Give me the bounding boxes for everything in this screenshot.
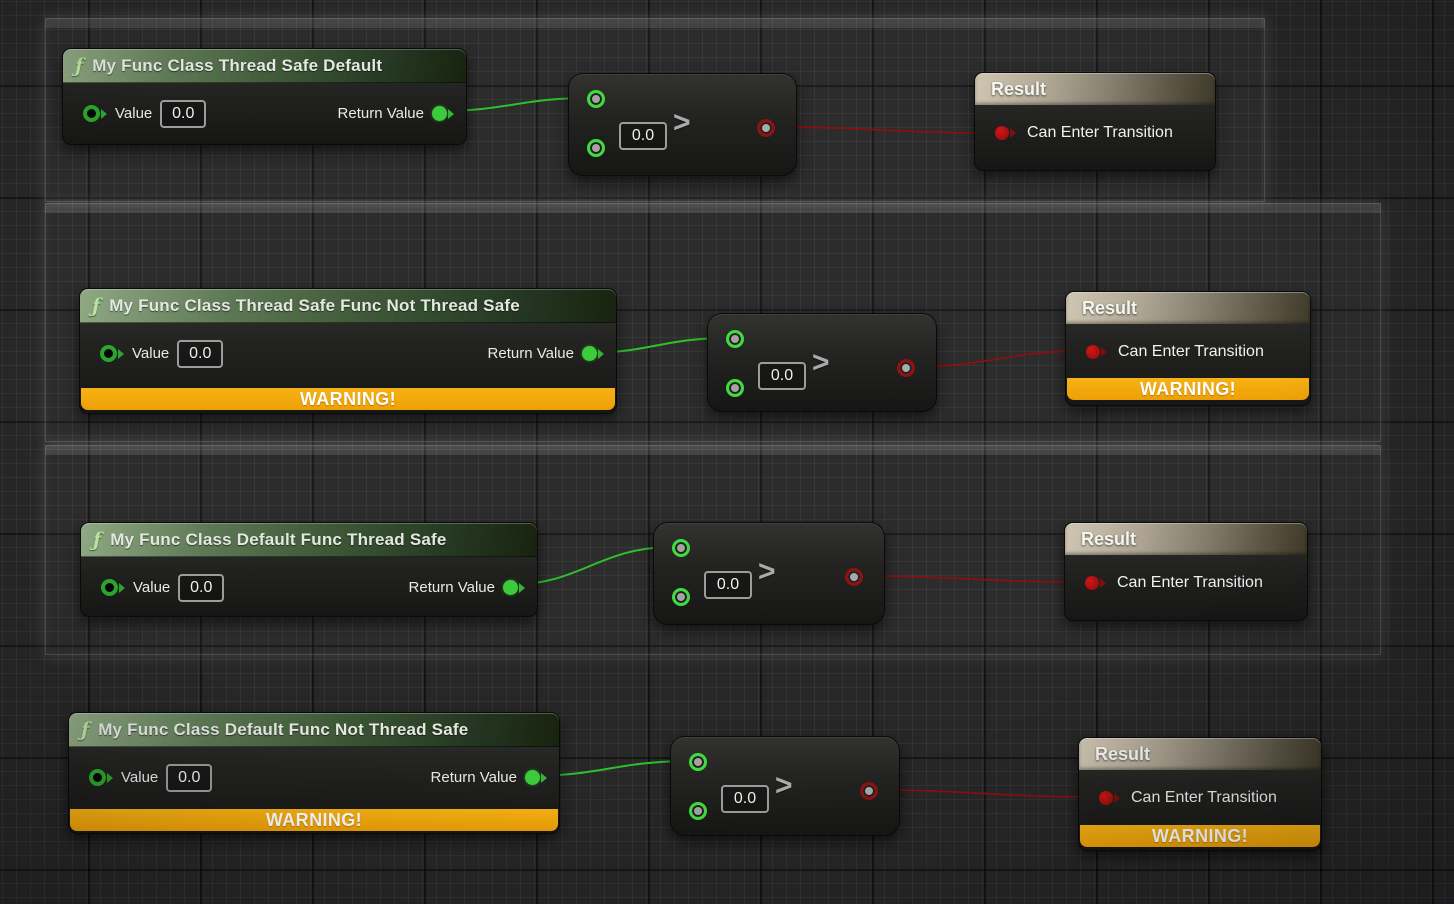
return-value-output-pin[interactable] (432, 106, 454, 121)
greater-than-operator: > (673, 106, 691, 139)
return-value-label: Return Value (487, 345, 574, 362)
result-node-header[interactable]: Result (1079, 738, 1321, 770)
comment-box-title-bar[interactable] (45, 203, 1381, 213)
comment-box-row1[interactable] (45, 18, 1265, 202)
function-icon: ƒ (81, 718, 90, 741)
comment-box-title-bar[interactable] (45, 18, 1265, 28)
compare-input-pin-b[interactable] (726, 379, 744, 397)
compare-node-row4[interactable]: 0.0 > (670, 736, 900, 836)
warning-banner: WARNING! (1080, 825, 1320, 847)
can-enter-transition-pin[interactable] (1099, 791, 1120, 805)
function-node-title: My Func Class Thread Safe Default (92, 56, 383, 75)
result-node-title: Result (1095, 743, 1151, 764)
wire-compare-to-result-row4 (872, 789, 1098, 798)
compare-input-pin-b[interactable] (587, 139, 605, 157)
function-node-title: My Func Class Default Func Thread Safe (110, 530, 447, 549)
return-value-output-pin[interactable] (503, 580, 525, 595)
compare-input-pin-a[interactable] (587, 90, 605, 108)
function-node-header[interactable]: ƒ My Func Class Thread Safe Default (63, 49, 466, 83)
result-node-header[interactable]: Result (975, 73, 1215, 105)
can-enter-transition-pin[interactable] (1085, 576, 1106, 590)
compare-value-field[interactable]: 0.0 (704, 571, 752, 599)
compare-output-pin[interactable] (897, 359, 915, 377)
can-enter-transition-label: Can Enter Transition (1118, 343, 1264, 360)
return-value-label: Return Value (337, 105, 424, 122)
compare-output-pin[interactable] (845, 568, 863, 586)
function-node-row4[interactable]: ƒ My Func Class Default Func Not Thread … (68, 712, 560, 834)
value-input-pin[interactable] (83, 105, 107, 122)
result-node-row4[interactable]: Result Can Enter Transition WARNING! (1078, 737, 1322, 851)
value-pin-label: Value (121, 769, 159, 786)
greater-than-operator: > (812, 346, 830, 379)
value-pin-label: Value (115, 105, 153, 122)
result-node-row3[interactable]: Result Can Enter Transition (1064, 522, 1308, 621)
greater-than-operator: > (775, 769, 793, 802)
comment-box-row3[interactable] (45, 445, 1381, 655)
compare-value-field[interactable]: 0.0 (758, 362, 806, 390)
compare-node-row2[interactable]: 0.0 > (707, 313, 937, 412)
result-node-row1[interactable]: Result Can Enter Transition (974, 72, 1216, 171)
result-node-header[interactable]: Result (1066, 292, 1310, 324)
function-icon: ƒ (92, 294, 101, 317)
warning-banner: WARNING! (81, 388, 615, 410)
compare-input-pin-b[interactable] (672, 588, 690, 606)
value-pin-label: Value (133, 579, 171, 596)
value-input-pin[interactable] (100, 345, 124, 362)
warning-banner: WARNING! (70, 809, 558, 831)
can-enter-transition-pin[interactable] (1086, 345, 1107, 359)
compare-output-pin[interactable] (757, 119, 775, 137)
return-value-label: Return Value (430, 769, 517, 786)
result-node-row2[interactable]: Result Can Enter Transition WARNING! (1065, 291, 1311, 406)
function-node-header[interactable]: ƒ My Func Class Default Func Thread Safe (81, 523, 537, 557)
function-node-row1[interactable]: ƒ My Func Class Thread Safe Default Valu… (62, 48, 467, 145)
result-node-title: Result (991, 78, 1047, 99)
value-input-field[interactable]: 0.0 (166, 763, 213, 792)
function-icon: ƒ (75, 54, 84, 77)
comment-box-row2[interactable] (45, 203, 1381, 442)
value-input-pin[interactable] (89, 769, 113, 786)
can-enter-transition-label: Can Enter Transition (1131, 789, 1277, 806)
can-enter-transition-pin[interactable] (995, 126, 1016, 140)
function-node-title: My Func Class Default Func Not Thread Sa… (98, 720, 469, 739)
compare-value-field[interactable]: 0.0 (721, 785, 769, 813)
function-node-row2[interactable]: ƒ My Func Class Thread Safe Func Not Thr… (79, 288, 617, 414)
compare-output-pin[interactable] (860, 782, 878, 800)
compare-input-pin-b[interactable] (689, 802, 707, 820)
result-node-title: Result (1081, 528, 1137, 549)
greater-than-operator: > (758, 555, 776, 588)
can-enter-transition-label: Can Enter Transition (1117, 574, 1263, 591)
value-input-pin[interactable] (101, 579, 125, 596)
value-input-field[interactable]: 0.0 (160, 99, 207, 128)
compare-node-row3[interactable]: 0.0 > (653, 522, 885, 625)
result-node-header[interactable]: Result (1065, 523, 1307, 555)
compare-input-pin-a[interactable] (726, 330, 744, 348)
return-value-label: Return Value (408, 579, 495, 596)
return-value-output-pin[interactable] (525, 770, 547, 785)
function-icon: ƒ (93, 528, 102, 551)
result-node-title: Result (1082, 297, 1138, 318)
warning-banner: WARNING! (1067, 378, 1309, 400)
function-node-title: My Func Class Thread Safe Func Not Threa… (109, 296, 520, 315)
compare-value-field[interactable]: 0.0 (619, 122, 667, 150)
compare-input-pin-a[interactable] (672, 539, 690, 557)
value-input-field[interactable]: 0.0 (177, 339, 224, 368)
function-node-header[interactable]: ƒ My Func Class Default Func Not Thread … (69, 713, 559, 747)
can-enter-transition-label: Can Enter Transition (1027, 124, 1173, 141)
value-input-field[interactable]: 0.0 (178, 573, 225, 602)
return-value-output-pin[interactable] (582, 346, 604, 361)
value-pin-label: Value (132, 345, 170, 362)
compare-node-row1[interactable]: 0.0 > (568, 73, 797, 176)
compare-input-pin-a[interactable] (689, 753, 707, 771)
function-node-row3[interactable]: ƒ My Func Class Default Func Thread Safe… (80, 522, 538, 617)
comment-box-title-bar[interactable] (45, 445, 1381, 455)
function-node-header[interactable]: ƒ My Func Class Thread Safe Func Not Thr… (80, 289, 616, 323)
